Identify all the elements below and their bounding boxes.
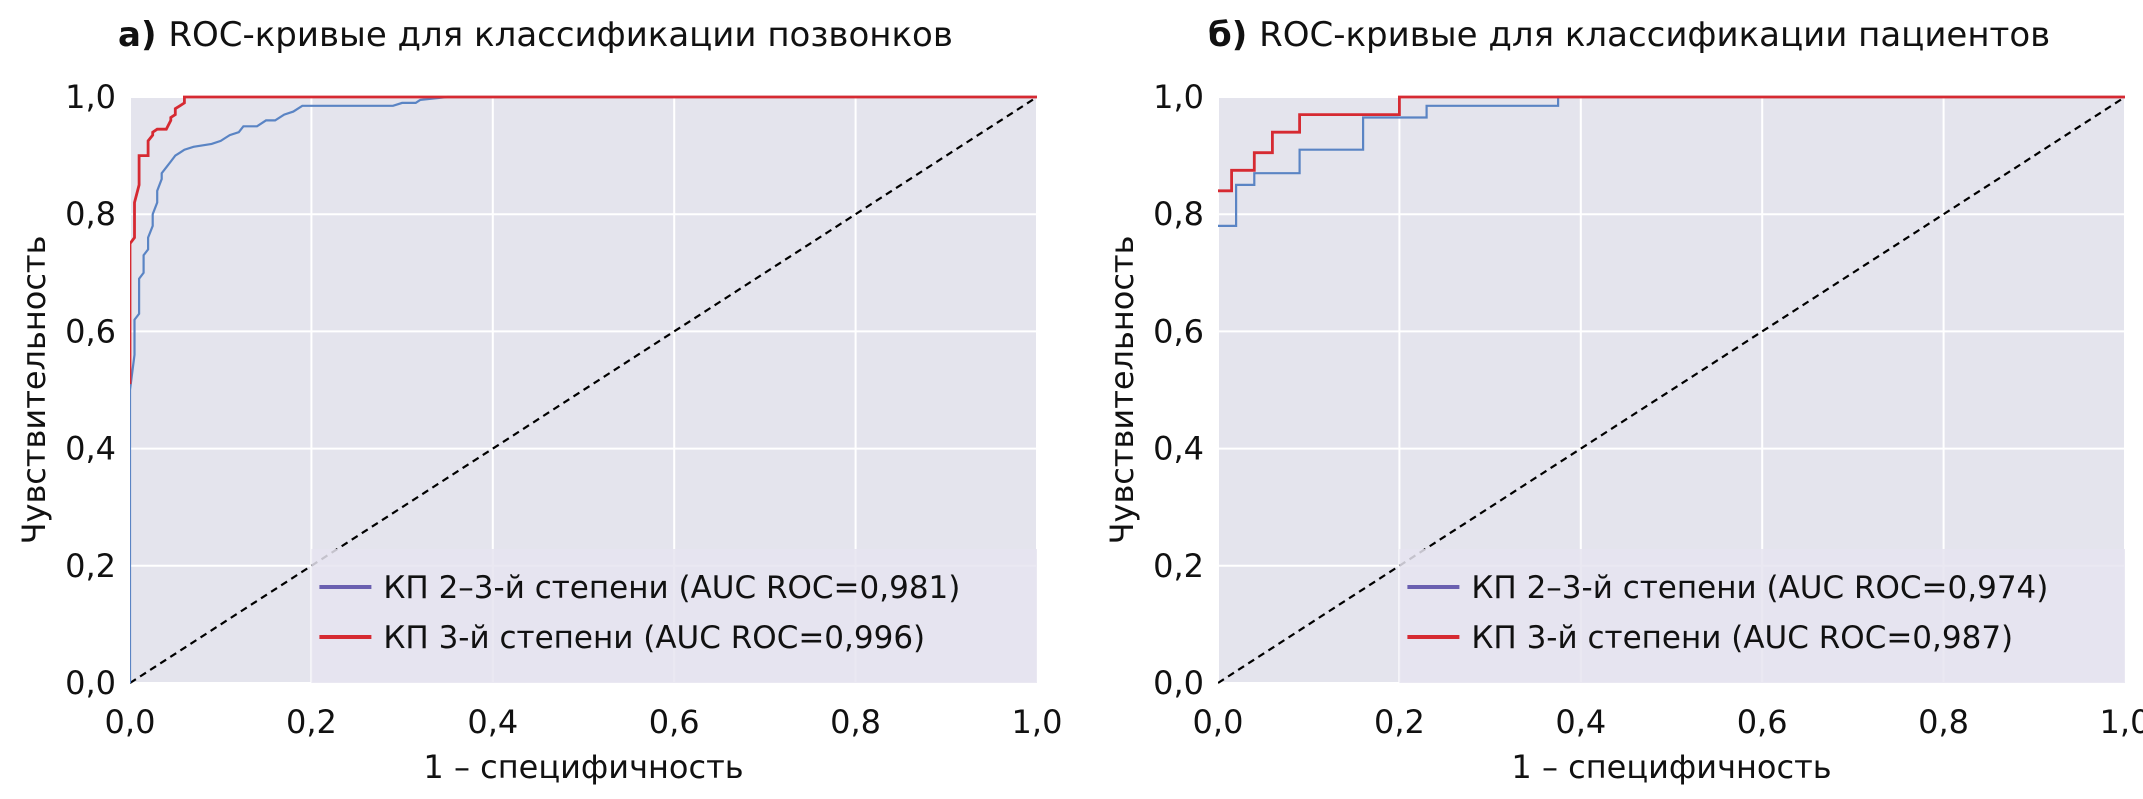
legend-label: КП 3-й степени (AUC ROC=0,987)	[1471, 620, 2013, 656]
plot-area	[1218, 95, 2126, 684]
x-tick-label: 0,2	[286, 703, 337, 741]
x-tick-label: 0,0	[1193, 703, 1244, 741]
x-tick-label: 0,8	[830, 703, 881, 741]
y-tick-label: 0,4	[1153, 430, 1204, 468]
y-tick-label: 0,8	[1153, 195, 1204, 233]
y-tick-label: 0,8	[65, 195, 116, 233]
x-tick-label: 1,0	[1012, 703, 1063, 741]
x-tick-label: 0,6	[1737, 703, 1788, 741]
x-tick-label: 1,0	[2100, 703, 2143, 741]
x-axis-label: 1 – специфичность	[1511, 748, 1831, 786]
chart-panel-2: б) ROC-кривые для классификации пациенто…	[1103, 15, 2143, 786]
x-tick-label: 0,8	[1918, 703, 1969, 741]
legend-box	[311, 549, 1037, 683]
legend: КП 2–3-й степени (AUC ROC=0,974) КП 3-й с…	[1399, 549, 2125, 683]
x-tick-label: 0,0	[105, 703, 156, 741]
legend-label: КП 3-й степени (AUC ROC=0,996)	[383, 620, 925, 656]
legend: КП 2–3-й степени (AUC ROC=0,981) КП 3-й с…	[311, 549, 1037, 683]
chart-title: а) ROC-кривые для классификации позвонко…	[118, 15, 953, 55]
y-tick-label: 0,0	[1153, 664, 1204, 702]
series-line-grade-3	[130, 95, 1037, 385]
legend-label: КП 2–3-й степени (AUC ROC=0,974)	[1471, 570, 2048, 606]
panel-label: б)	[1208, 15, 1259, 55]
y-tick-label: 0,6	[65, 312, 116, 350]
chart-title-text: ROC-кривые для классификации пациентов	[1259, 15, 2050, 55]
x-tick-label: 0,4	[1555, 703, 1606, 741]
series-line-grade-3	[1218, 95, 2125, 193]
x-tick-label: 0,6	[649, 703, 700, 741]
series-line-grade-2-3	[1218, 95, 2125, 227]
series-line-grade-2-3	[130, 95, 1037, 683]
y-axis-label: Чувствительность	[1103, 236, 1141, 545]
chart-title-text: ROC-кривые для классификации позвонков	[168, 15, 953, 55]
panel-label: а)	[118, 15, 168, 55]
y-axis-label: Чувствительность	[15, 236, 53, 545]
chart-title: б) ROC-кривые для классификации пациенто…	[1208, 15, 2050, 55]
x-axis-label: 1 – специфичность	[423, 748, 743, 786]
y-tick-label: 1,0	[65, 78, 116, 116]
y-tick-label: 0,2	[1153, 547, 1204, 585]
x-tick-label: 0,2	[1374, 703, 1425, 741]
x-tick-label: 0,4	[467, 703, 518, 741]
legend-box	[1399, 549, 2125, 683]
y-tick-label: 0,4	[65, 430, 116, 468]
gridlines	[129, 96, 1038, 684]
legend-label: КП 2–3-й степени (AUC ROC=0,981)	[383, 570, 960, 606]
y-tick-label: 1,0	[1153, 78, 1204, 116]
chart-panel-1: а) ROC-кривые для классификации позвонко…	[15, 15, 1062, 786]
y-tick-label: 0,2	[65, 547, 116, 585]
y-tick-label: 0,6	[1153, 312, 1204, 350]
plot-area	[130, 95, 1038, 684]
y-tick-label: 0,0	[65, 664, 116, 702]
